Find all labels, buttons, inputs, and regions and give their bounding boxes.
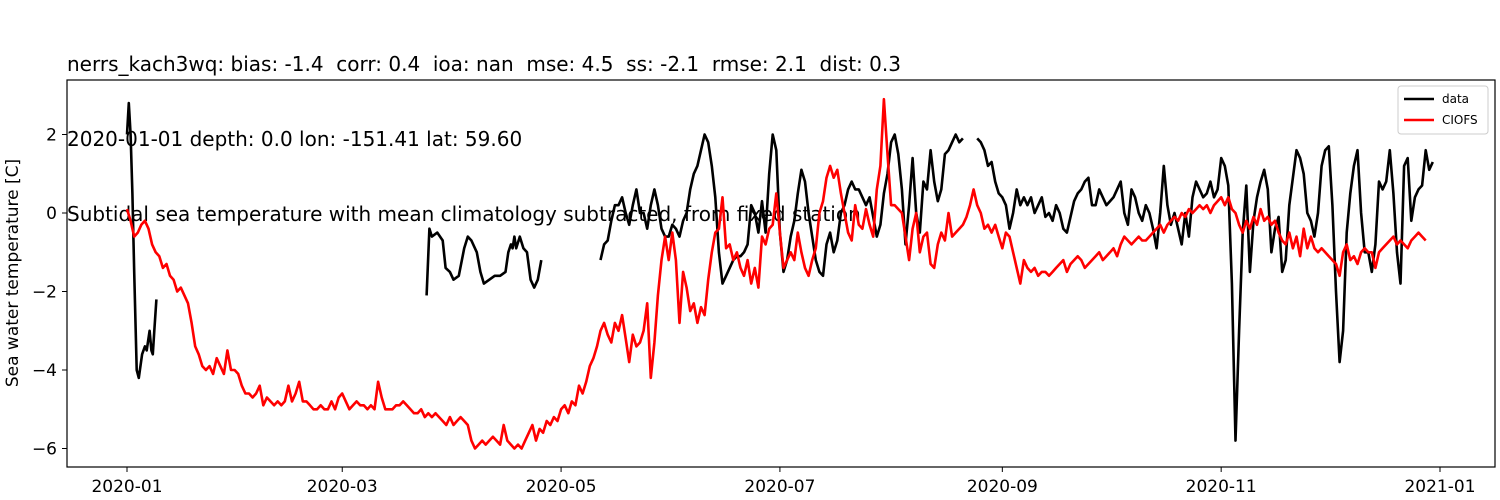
x-tick-label: 2020-05 (526, 477, 597, 497)
y-tick-label: −6 (32, 440, 57, 460)
plot-area (125, 97, 1434, 450)
legend-label-ciofs: CIOFS (1442, 113, 1478, 127)
y-tick-label: −2 (32, 283, 57, 303)
series-line-data (976, 137, 1434, 442)
y-axis-label: Sea water temperature [C] (3, 159, 23, 387)
y-tick-label: 2 (46, 126, 57, 146)
x-axis: 2020-01 2020-03 2020-05 2020-07 2020-09 2020-… (91, 467, 1476, 497)
y-tick-label: 0 (46, 204, 57, 224)
title-line-location: 2020-01-01 depth: 0.0 lon: -151.41 lat: … (67, 127, 523, 151)
series-line-data (425, 227, 543, 296)
axes-frame (66, 79, 1496, 468)
x-tick-label: 2020-01 (91, 477, 162, 497)
x-tick-label: 2020-07 (744, 477, 815, 497)
title-line-stats: nerrs_kach3wq: bias: -1.4 corr: 0.4 ioa:… (67, 52, 901, 76)
series-line-ciofs (125, 97, 1427, 450)
series-line-data (125, 101, 158, 380)
x-tick-label: 2020-03 (307, 477, 378, 497)
chart-title: nerrs_kach3wq: bias: -1.4 corr: 0.4 ioa:… (67, 2, 901, 252)
x-tick-label: 2020-11 (1186, 477, 1257, 497)
y-axis: 2 0 −2 −4 −6 (32, 126, 67, 460)
y-tick-label: −4 (32, 361, 57, 381)
legend-label-data: data (1442, 92, 1469, 106)
legend: data CIOFS (1397, 85, 1489, 135)
x-tick-label: 2021-01 (1404, 477, 1475, 497)
title-line-description: Subtidal sea temperature with mean clima… (67, 202, 861, 226)
x-tick-label: 2020-09 (967, 477, 1038, 497)
